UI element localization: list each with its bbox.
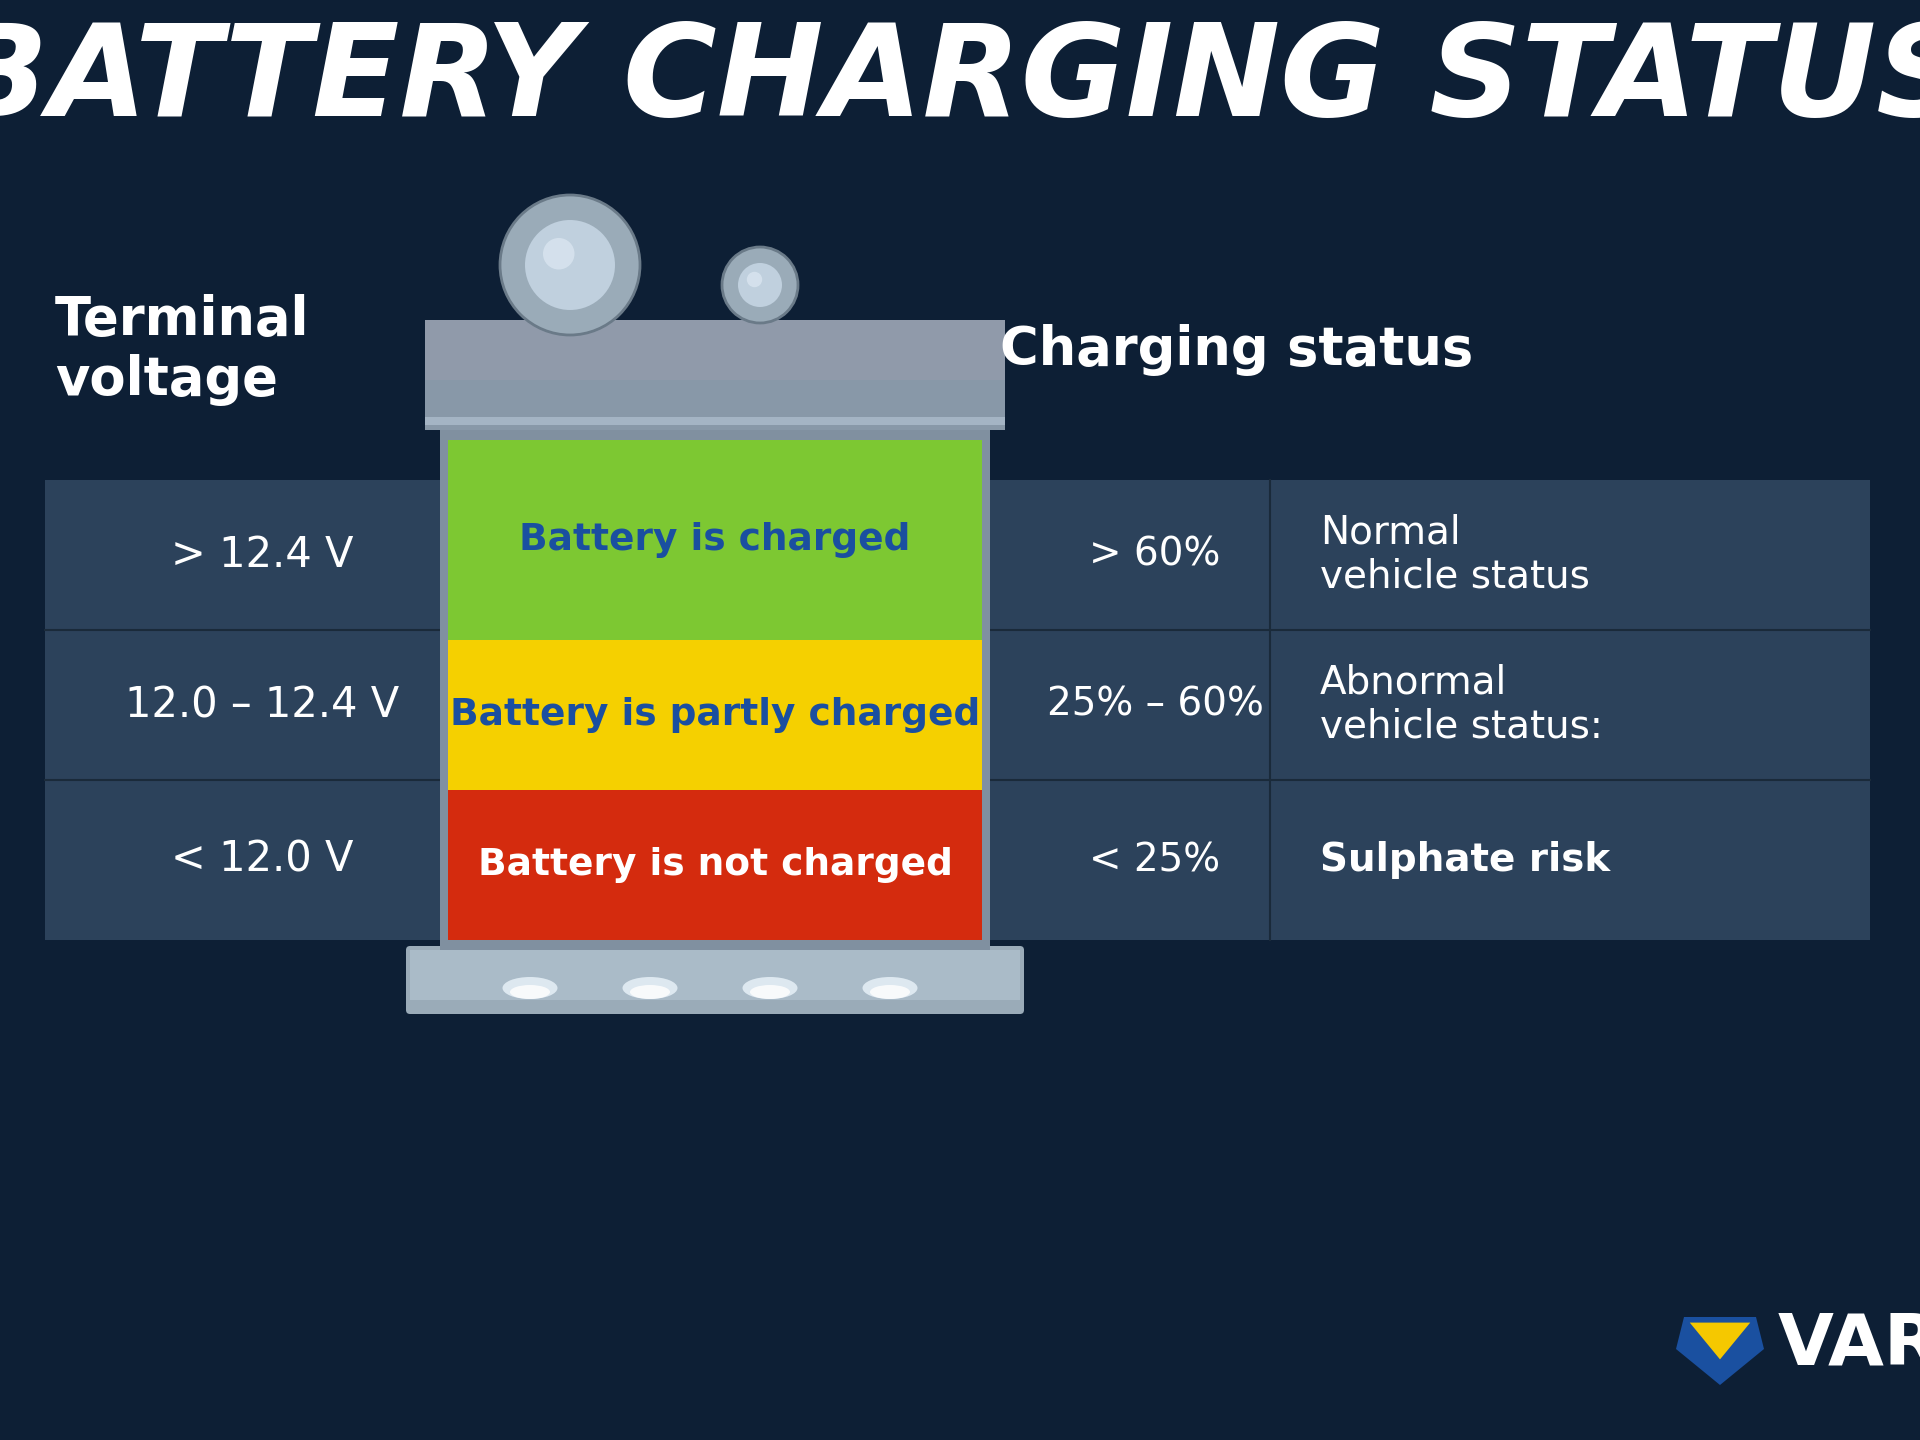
Bar: [424, 380, 1004, 431]
Bar: [424, 418, 1004, 425]
Ellipse shape: [870, 985, 910, 999]
Text: Normal: Normal: [1321, 514, 1461, 552]
Text: < 25%: < 25%: [1089, 841, 1221, 878]
Ellipse shape: [630, 985, 670, 999]
Ellipse shape: [503, 976, 557, 999]
Text: Sulphate risk: Sulphate risk: [1321, 841, 1611, 878]
Bar: [447, 639, 981, 791]
Circle shape: [543, 238, 574, 269]
Ellipse shape: [622, 976, 678, 999]
Bar: [447, 441, 981, 639]
Bar: [424, 320, 1004, 380]
Text: > 60%: > 60%: [1089, 536, 1221, 575]
Polygon shape: [1676, 1318, 1764, 1385]
Text: Battery is not charged: Battery is not charged: [478, 847, 952, 883]
Bar: [44, 480, 480, 940]
Text: VARTA: VARTA: [1778, 1310, 1920, 1380]
Bar: [411, 950, 1020, 999]
FancyBboxPatch shape: [405, 946, 1023, 1014]
Bar: [440, 431, 991, 950]
Text: Abnormal: Abnormal: [1321, 664, 1507, 701]
Text: vehicle status:: vehicle status:: [1321, 708, 1603, 746]
Text: vehicle status: vehicle status: [1321, 557, 1590, 596]
Ellipse shape: [743, 976, 797, 999]
Text: 25% – 60%: 25% – 60%: [1046, 685, 1263, 724]
Ellipse shape: [862, 976, 918, 999]
Circle shape: [737, 264, 781, 307]
Ellipse shape: [511, 985, 549, 999]
Text: 12.0 – 12.4 V: 12.0 – 12.4 V: [125, 684, 399, 726]
Text: Terminal
voltage: Terminal voltage: [56, 294, 309, 406]
Circle shape: [499, 194, 639, 336]
Circle shape: [747, 272, 762, 287]
Text: Charging status: Charging status: [1000, 324, 1473, 376]
Circle shape: [722, 248, 799, 323]
Bar: [979, 480, 1870, 940]
Text: Battery is charged: Battery is charged: [518, 521, 910, 557]
Text: > 12.4 V: > 12.4 V: [171, 534, 353, 576]
Text: < 12.0 V: < 12.0 V: [171, 840, 353, 881]
Text: Battery is partly charged: Battery is partly charged: [449, 697, 979, 733]
Text: BATTERY CHARGING STATUS: BATTERY CHARGING STATUS: [0, 17, 1920, 143]
Bar: [447, 791, 981, 940]
Ellipse shape: [751, 985, 789, 999]
Polygon shape: [1690, 1322, 1751, 1359]
Circle shape: [524, 220, 614, 310]
